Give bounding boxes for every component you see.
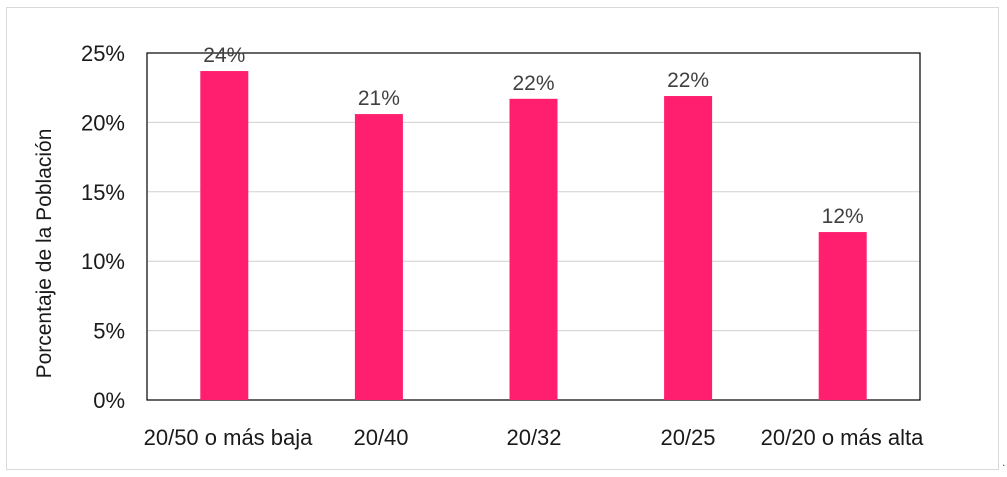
bar xyxy=(664,96,713,400)
data-label: 21% xyxy=(358,87,400,110)
bar xyxy=(200,71,249,400)
x-tick-labels: 20/50 o más baja 20/40 20/32 20/25 20/20 o m… xyxy=(144,425,924,450)
x-tick-label: 20/50 o más baja xyxy=(144,425,314,450)
y-tick-label: 5% xyxy=(93,319,125,344)
bars xyxy=(200,71,867,401)
data-label: 24% xyxy=(203,44,245,67)
bar xyxy=(509,98,558,400)
x-tick-label: 20/32 xyxy=(506,425,561,450)
data-labels: 24% 21% 22% 22% 12% xyxy=(203,44,863,228)
y-tick-label: 25% xyxy=(81,41,125,66)
y-tick-labels: 0% 5% 10% 15% 20% 25% xyxy=(81,41,125,413)
x-tick-label: 20/25 xyxy=(660,425,715,450)
x-tick-label: 20/20 o más alta xyxy=(761,425,924,450)
bar xyxy=(354,114,403,401)
corner-mark: . xyxy=(1002,455,1006,469)
data-label: 12% xyxy=(822,205,864,228)
y-tick-label: 15% xyxy=(81,180,125,205)
data-label: 22% xyxy=(512,72,554,95)
x-tick-label: 20/40 xyxy=(353,425,408,450)
y-tick-label: 10% xyxy=(81,249,125,274)
data-label: 22% xyxy=(667,69,709,92)
y-tick-label: 0% xyxy=(93,388,125,413)
bar xyxy=(818,232,867,400)
y-tick-label: 20% xyxy=(81,110,125,135)
y-axis-title: Porcentaje de la Población xyxy=(33,129,56,379)
